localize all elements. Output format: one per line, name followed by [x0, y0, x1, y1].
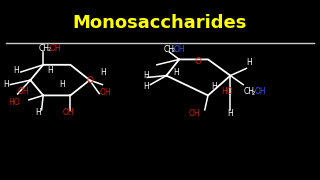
Text: H: H: [3, 80, 9, 89]
Text: O: O: [86, 76, 93, 85]
Text: H: H: [246, 58, 252, 67]
Text: 2: 2: [172, 48, 175, 53]
Text: H: H: [143, 82, 149, 91]
Text: H: H: [100, 68, 106, 76]
Text: H: H: [173, 68, 179, 76]
Text: 2: 2: [47, 47, 51, 52]
Text: HO: HO: [8, 98, 20, 107]
Text: H: H: [35, 108, 41, 117]
Text: OH: OH: [189, 109, 200, 118]
Text: OH: OH: [254, 87, 266, 96]
Text: CH: CH: [163, 45, 174, 54]
Text: 2: 2: [252, 91, 255, 96]
Text: H: H: [211, 82, 217, 91]
Text: OH: OH: [62, 108, 74, 117]
Text: H: H: [13, 66, 19, 75]
Text: HO: HO: [221, 87, 232, 96]
Text: OH: OH: [174, 45, 186, 54]
Text: H: H: [227, 109, 233, 118]
Text: H: H: [47, 66, 53, 75]
Text: H: H: [60, 80, 65, 89]
Text: OH: OH: [18, 87, 29, 96]
Text: Monosaccharides: Monosaccharides: [73, 14, 247, 32]
Text: OH: OH: [99, 88, 111, 97]
Text: O: O: [195, 57, 202, 66]
Text: H: H: [143, 71, 149, 80]
Text: CH: CH: [243, 87, 254, 96]
Text: OH: OH: [50, 44, 61, 53]
Text: CH: CH: [38, 44, 49, 53]
